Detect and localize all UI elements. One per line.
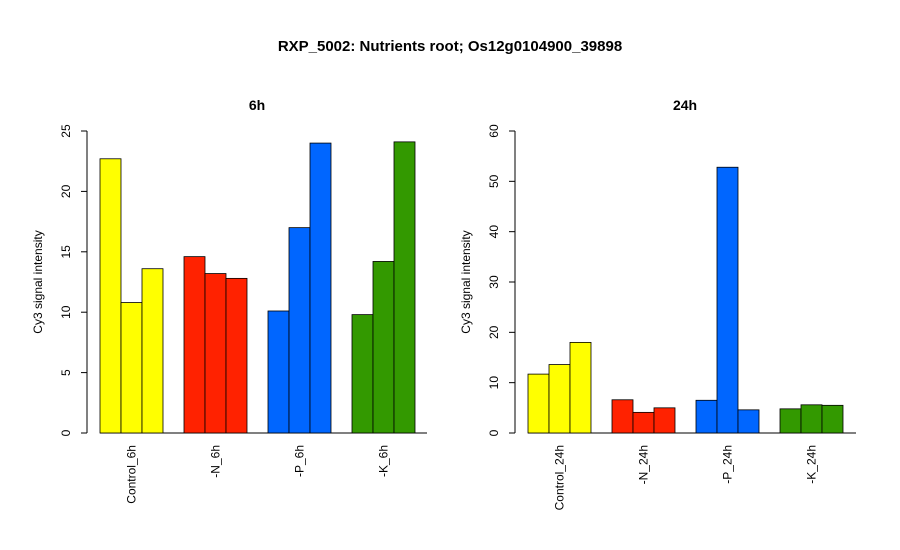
category-label: -P_24h (721, 445, 735, 484)
y-tick-label: 40 (487, 225, 501, 239)
y-tick-label: 0 (487, 429, 501, 436)
category-label: Control_6h (125, 445, 139, 504)
category-label: -K_6h (377, 445, 391, 477)
bar-Control_24h-1 (527, 373, 550, 434)
y-axis-label: Cy3 signal intensity (31, 230, 45, 333)
y-axis-label: Cy3 signal intensity (459, 230, 473, 333)
category-label: Control_24h (553, 445, 567, 510)
bar-Control_6h-2 (120, 302, 143, 434)
bar--N_24h-2 (632, 411, 655, 434)
y-tick-label: 15 (59, 245, 73, 259)
bar--P_6h-1 (267, 310, 290, 434)
bar--P_24h-2 (716, 166, 739, 434)
bar--K_24h-1 (779, 408, 802, 434)
bar--K_6h-2 (372, 261, 395, 434)
bar-Control_24h-2 (548, 364, 571, 434)
bar-Control_6h-1 (99, 158, 122, 434)
panel-title-24h: 24h (673, 97, 697, 113)
bar--P_6h-2 (288, 227, 311, 434)
bar-Control_6h-3 (141, 268, 164, 434)
bar-Control_24h-3 (569, 341, 592, 434)
bar--P_24h-1 (695, 399, 718, 434)
y-tick-label: 10 (59, 305, 73, 319)
category-label: -N_6h (209, 445, 223, 478)
category-label: -P_6h (293, 445, 307, 477)
category-label: -N_24h (637, 445, 651, 484)
category-label: -K_24h (805, 445, 819, 484)
bar--K_24h-2 (800, 404, 823, 434)
bar--N_24h-3 (653, 407, 676, 434)
y-tick-label: 20 (59, 184, 73, 198)
bar--K_24h-3 (821, 404, 844, 434)
y-tick-label: 50 (487, 174, 501, 188)
y-tick-label: 30 (487, 275, 501, 289)
bar--P_24h-3 (737, 409, 760, 434)
y-tick-label: 10 (487, 376, 501, 390)
main-title: RXP_5002: Nutrients root; Os12g0104900_3… (277, 38, 623, 55)
y-tick-label: 0 (59, 429, 73, 436)
bar--N_6h-1 (183, 256, 206, 434)
y-tick-label: 5 (59, 369, 73, 376)
y-tick-label: 25 (59, 124, 73, 138)
y-tick-label: 60 (487, 124, 501, 138)
bar--N_24h-1 (611, 399, 634, 434)
bar--K_6h-1 (351, 314, 374, 434)
y-tick-label: 20 (487, 325, 501, 339)
panel-title-6h: 6h (249, 97, 265, 113)
bar--N_6h-3 (225, 277, 248, 434)
bar--N_6h-2 (204, 273, 227, 434)
bar--P_6h-3 (309, 142, 332, 434)
bar--K_6h-3 (393, 141, 416, 434)
